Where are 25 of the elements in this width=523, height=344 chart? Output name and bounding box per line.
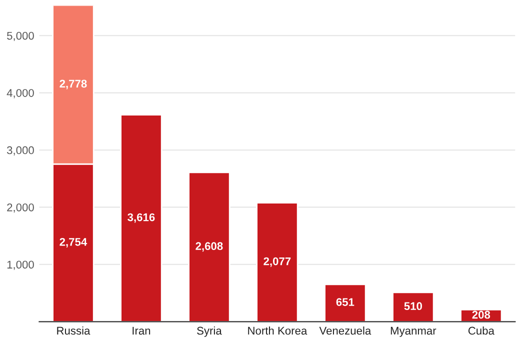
x-tick-label: Cuba <box>468 326 494 335</box>
data-label: 3,616 <box>128 213 155 223</box>
x-tick-label: Myanmar <box>390 326 436 337</box>
data-label: 2,778 <box>60 80 87 90</box>
bar <box>392 292 434 322</box>
x-tick-label: Syria <box>197 326 222 337</box>
data-label: 208 <box>472 310 490 319</box>
x-tick-label: Russia <box>57 326 90 335</box>
y-tick-label: 4,000 <box>6 89 34 98</box>
data-label: 2,754 <box>60 238 88 248</box>
y-tick-label: 3,000 <box>6 146 34 156</box>
data-label: 510 <box>404 302 422 310</box>
data-label: 651 <box>336 298 354 306</box>
bar <box>256 202 298 322</box>
bar <box>324 284 366 322</box>
bar <box>120 114 162 322</box>
y-tick-label: 1,000 <box>7 260 34 270</box>
x-tick-label: North Korea <box>248 326 308 335</box>
y-tick-label: 5,000 <box>7 32 34 42</box>
y-tick-label: 2,000 <box>7 203 34 213</box>
x-tick-label: Venezuela <box>319 326 372 335</box>
data-label: 2,608 <box>196 242 223 252</box>
bar <box>188 172 230 322</box>
data-label: 2,077 <box>264 257 291 267</box>
x-tick-label: Iran <box>132 326 150 335</box>
